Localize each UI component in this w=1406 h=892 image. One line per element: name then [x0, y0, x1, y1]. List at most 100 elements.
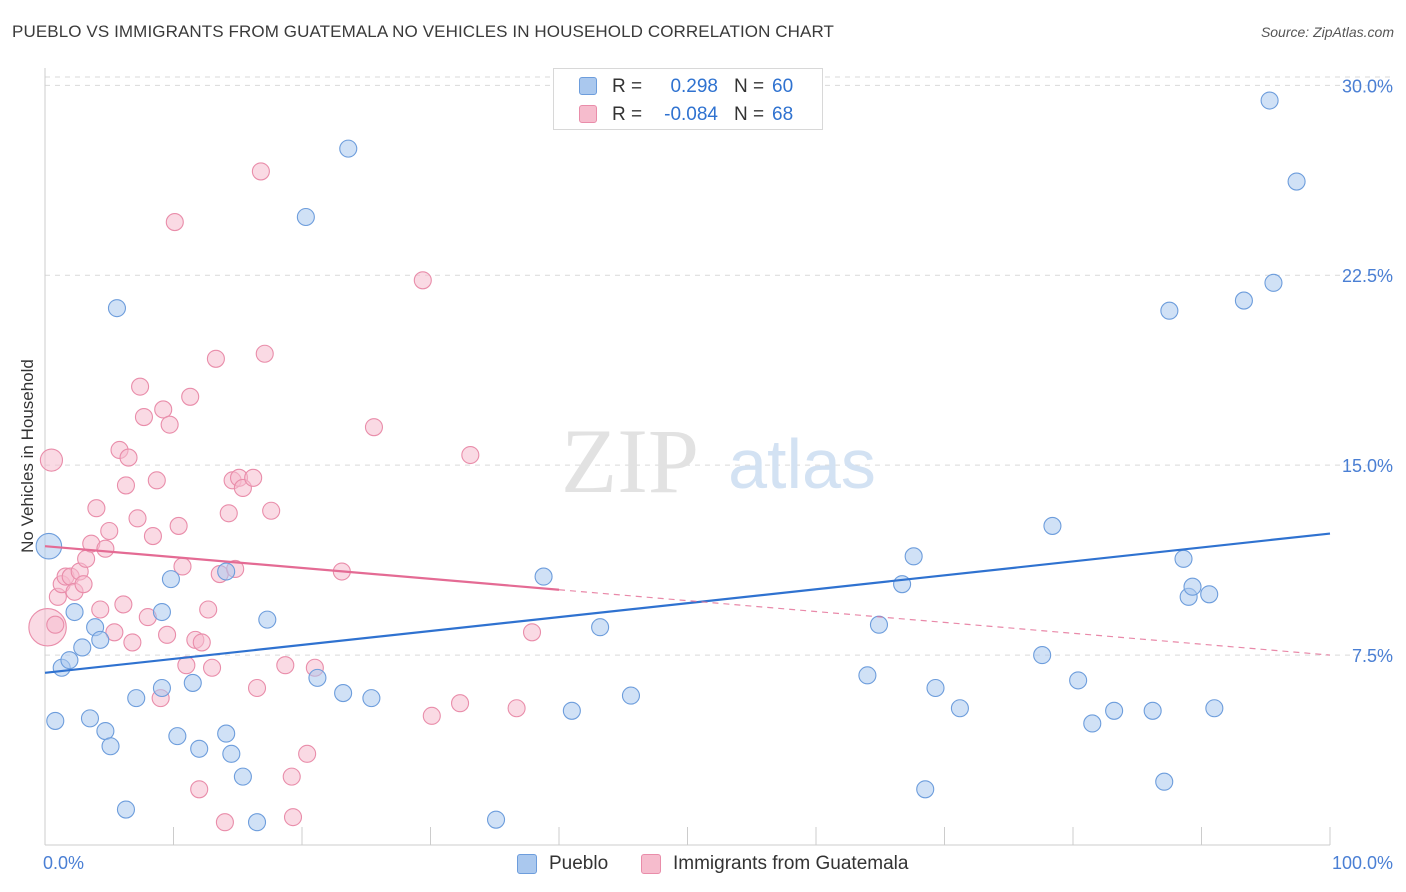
legend-n-value: 60 [772, 76, 794, 97]
guatemala-trend-line-extension [558, 589, 1331, 656]
guatemala-point [74, 575, 93, 594]
pueblo-point [339, 139, 358, 158]
pueblo-point [926, 678, 945, 698]
guatemala-point [199, 600, 218, 619]
pueblo-point [161, 570, 180, 589]
pueblo-point [73, 638, 92, 657]
pueblo-point [217, 562, 236, 581]
y-axis-label: No Vehicles in Household [18, 359, 37, 553]
guatemala-point [116, 476, 136, 495]
pueblo-point [80, 709, 100, 728]
legend-label-pueblo: Pueblo [549, 853, 609, 874]
series-guatemala-points [28, 162, 542, 832]
pueblo-point [116, 800, 136, 819]
legend-row-guatemala: R = -0.084 N = 68 [554, 101, 822, 129]
legend-r-value: -0.084 [664, 104, 718, 125]
pueblo-point [621, 686, 641, 705]
pueblo-point [534, 567, 553, 586]
y-tick-label: 7.5% [1352, 646, 1393, 666]
stats-legend: R = 0.298 N = 60 R = -0.084 N = 68 [553, 68, 823, 130]
pueblo-point [1183, 577, 1202, 596]
guatemala-point [96, 539, 115, 558]
pueblo-point [101, 737, 120, 756]
pueblo-point [1043, 516, 1062, 535]
legend-swatch-blue [579, 77, 597, 95]
guatemala-point [190, 780, 209, 799]
pueblo-point [152, 678, 171, 698]
watermark-atlas: atlas [728, 425, 876, 503]
pueblo-point [1083, 714, 1102, 733]
pueblo-point [486, 810, 506, 829]
guatemala-point [143, 527, 162, 546]
guatemala-point [77, 549, 96, 568]
pueblo-point [858, 666, 877, 685]
pueblo-point [1160, 301, 1179, 320]
pueblo-point [1155, 772, 1174, 791]
pueblo-point [1174, 549, 1193, 568]
legend-swatch-blue [517, 854, 537, 874]
watermark: ZIP atlas [561, 410, 876, 512]
guatemala-point [160, 415, 179, 434]
pueblo-point [591, 618, 610, 637]
y-tick-label: 22.5% [1342, 266, 1393, 286]
pueblo-point [1260, 91, 1279, 110]
guatemala-trend-line [44, 545, 560, 591]
legend-r-label: R = [612, 104, 643, 125]
pueblo-point [1200, 585, 1219, 604]
legend-r-label: R = [612, 76, 643, 97]
guatemala-point [283, 808, 303, 827]
guatemala-point [203, 658, 222, 677]
pueblo-point [334, 684, 353, 703]
pueblo-point [217, 724, 236, 743]
pueblo-trend-line [44, 532, 1331, 674]
guatemala-point [134, 407, 153, 427]
source-credit: Source: ZipAtlas.com [1260, 24, 1394, 40]
x-tick-label: 0.0% [43, 853, 84, 873]
pueblo-point [96, 721, 115, 741]
legend-swatch-pink [579, 105, 597, 123]
guatemala-point [87, 499, 106, 518]
series-legend: Pueblo Immigrants from Guatemala [0, 852, 1406, 878]
guatemala-point [154, 400, 173, 419]
pueblo-point [562, 701, 581, 720]
pueblo-point [258, 610, 277, 629]
series-pueblo-points [35, 91, 1306, 832]
legend-row-pueblo: R = 0.298 N = 60 [554, 73, 822, 101]
chart-title: PUEBLO VS IMMIGRANTS FROM GUATEMALA NO V… [12, 22, 835, 41]
guatemala-point [169, 516, 188, 535]
guatemala-point [181, 387, 200, 406]
pueblo-point [65, 602, 84, 622]
pueblo-point [127, 689, 146, 708]
guatemala-point [119, 448, 138, 467]
guatemala-point [413, 271, 432, 290]
tick-labels: 7.5% 15.0% 22.5% 30.0% 0.0% 100.0% [43, 76, 1393, 873]
pueblo-point [296, 207, 315, 227]
legend-n-label: N = [734, 76, 765, 97]
guatemala-point [105, 623, 124, 642]
guatemala-point [255, 344, 274, 363]
pueblo-point [1033, 646, 1052, 665]
guatemala-point [262, 501, 281, 520]
guatemala-point [147, 471, 166, 490]
guatemala-point [165, 213, 184, 232]
pueblo-point [190, 739, 209, 758]
legend-n-value: 68 [772, 104, 794, 125]
pueblo-point [46, 711, 65, 730]
pueblo-point [222, 744, 241, 763]
pueblo-point [308, 668, 327, 687]
pueblo-point [1069, 671, 1088, 690]
y-tick-label: 30.0% [1342, 76, 1393, 96]
guatemala-point [219, 504, 238, 523]
legend-label-guatemala: Immigrants from Guatemala [673, 853, 909, 874]
trend-lines [44, 532, 1331, 674]
pueblo-point [1234, 291, 1253, 310]
guatemala-point [114, 595, 133, 614]
guatemala-point [192, 633, 211, 652]
watermark-zip: ZIP [561, 410, 699, 512]
guatemala-point [131, 377, 150, 396]
legend-n-label: N = [734, 104, 765, 125]
guatemala-point [46, 615, 65, 634]
guatemala-point [422, 706, 441, 725]
guatemala-point [100, 521, 119, 541]
guatemala-point [451, 694, 470, 713]
